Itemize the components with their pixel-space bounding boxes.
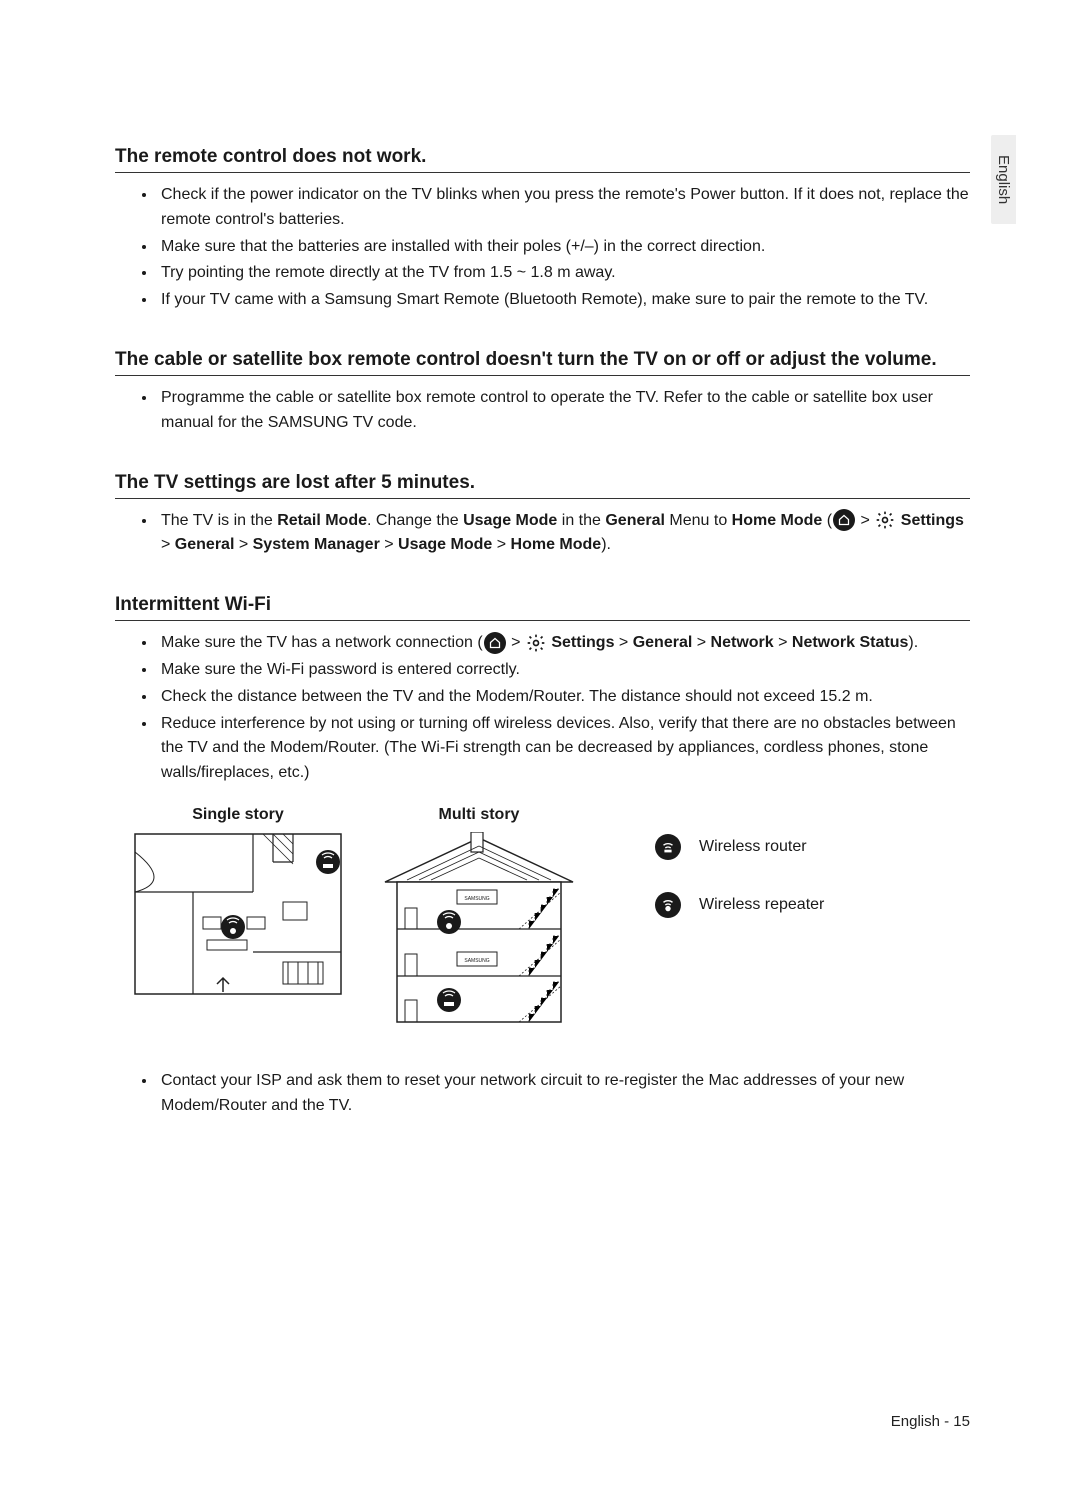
list-item: Make sure the Wi-Fi password is entered …: [157, 658, 970, 683]
text: Make sure the TV has a network connectio…: [161, 634, 483, 651]
text: ).: [908, 634, 918, 651]
text-bold: Network: [711, 634, 774, 651]
text: >: [161, 536, 175, 553]
page-footer: English - 15: [891, 1413, 970, 1430]
gear-icon: [526, 633, 546, 653]
text: >: [507, 634, 525, 651]
legend-router-row: Wireless router: [655, 834, 824, 860]
text-bold: System Manager: [253, 536, 380, 553]
diagram-multi-story: Multi story: [379, 806, 579, 1027]
text: Menu to: [665, 512, 732, 529]
list-item: Check if the power indicator on the TV b…: [157, 183, 970, 233]
text-bold: General: [633, 634, 693, 651]
list-item: Reduce interference by not using or turn…: [157, 712, 970, 786]
text-bold: General: [175, 536, 235, 553]
legend-repeater-row: Wireless repeater: [655, 892, 824, 918]
section-settings-list: The TV is in the Retail Mode. Change the…: [157, 509, 970, 559]
language-tab: English: [991, 135, 1016, 224]
section-remote-list: Check if the power indicator on the TV b…: [157, 183, 970, 313]
list-item: If your TV came with a Samsung Smart Rem…: [157, 288, 970, 313]
list-item: Contact your ISP and ask them to reset y…: [157, 1069, 970, 1119]
legend-label: Wireless router: [699, 838, 807, 856]
text-bold: Usage Mode: [463, 512, 557, 529]
multi-story-svg: SAMSUNG SAMSUNG: [379, 832, 579, 1027]
legend-label: Wireless repeater: [699, 896, 824, 914]
diagram-label: Multi story: [439, 806, 520, 824]
svg-text:SAMSUNG: SAMSUNG: [464, 958, 489, 964]
text: >: [614, 634, 632, 651]
section-settings-title: The TV settings are lost after 5 minutes…: [115, 472, 970, 499]
single-story-svg: [133, 832, 343, 997]
text: >: [492, 536, 510, 553]
list-item: Make sure the TV has a network connectio…: [157, 631, 970, 656]
section-wifi-list: Make sure the TV has a network connectio…: [157, 631, 970, 786]
section-wifi-list-after: Contact your ISP and ask them to reset y…: [157, 1069, 970, 1119]
text: in the: [557, 512, 605, 529]
text-bold: Usage Mode: [398, 536, 492, 553]
section-wifi-title: Intermittent Wi-Fi: [115, 594, 970, 621]
gear-icon: [875, 510, 895, 530]
text: >: [692, 634, 710, 651]
list-item: The TV is in the Retail Mode. Change the…: [157, 509, 970, 559]
text: The TV is in the: [161, 512, 277, 529]
diagram-label: Single story: [192, 806, 284, 824]
list-item: Check the distance between the TV and th…: [157, 685, 970, 710]
diagram-row: Single story: [133, 806, 970, 1027]
text-bold: General: [605, 512, 665, 529]
text: >: [856, 512, 874, 529]
section-cable-title: The cable or satellite box remote contro…: [115, 349, 970, 376]
text: . Change the: [367, 512, 463, 529]
section-remote-title: The remote control does not work.: [115, 146, 970, 173]
text-bold: Network Status: [792, 634, 908, 651]
text: ).: [601, 536, 611, 553]
svg-text:SAMSUNG: SAMSUNG: [464, 896, 489, 902]
router-icon: [655, 834, 681, 860]
text-bold: Settings: [901, 512, 964, 529]
list-item: Programme the cable or satellite box rem…: [157, 386, 970, 436]
text: (: [822, 512, 832, 529]
text: >: [774, 634, 792, 651]
legend: Wireless router Wireless repeater: [655, 834, 824, 918]
text-bold: Home Mode: [511, 536, 602, 553]
text-bold: Retail Mode: [277, 512, 367, 529]
text-bold: Settings: [551, 634, 614, 651]
list-item: Make sure that the batteries are install…: [157, 235, 970, 260]
section-cable-list: Programme the cable or satellite box rem…: [157, 386, 970, 436]
list-item: Try pointing the remote directly at the …: [157, 261, 970, 286]
diagram-single-story: Single story: [133, 806, 343, 997]
text: >: [234, 536, 252, 553]
repeater-icon: [655, 892, 681, 918]
home-icon: [484, 632, 506, 654]
home-icon: [833, 509, 855, 531]
text: >: [380, 536, 398, 553]
text-bold: Home Mode: [732, 512, 823, 529]
